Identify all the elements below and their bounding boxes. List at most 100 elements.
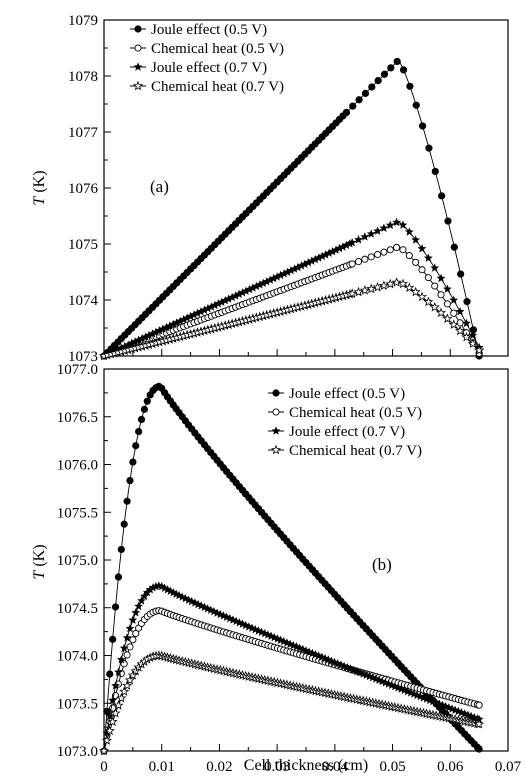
x-tick-label: 0.05 xyxy=(379,759,405,775)
data-point-open-star xyxy=(410,286,421,297)
y-axis-var-b: T xyxy=(31,570,48,580)
chart-panel-a: 1073 1074 1075 1076 1077 1078 1079 Joule effec… xyxy=(31,13,509,365)
data-point-filled-circle xyxy=(111,603,120,611)
data-point-filled-star xyxy=(398,220,408,229)
data-point-filled-star xyxy=(136,596,147,605)
data-point-open-star xyxy=(461,331,472,342)
legend-marker xyxy=(133,62,143,71)
data-point-open-circle xyxy=(386,246,394,254)
data-point-open-star xyxy=(366,283,377,294)
data-point-filled-star xyxy=(411,235,421,244)
data-point-open-star xyxy=(423,296,434,307)
x-tick-label: 0.06 xyxy=(437,759,464,775)
data-point-filled-circle xyxy=(123,497,131,505)
data-point-filled-star xyxy=(122,633,132,642)
legend-label: Chemical heat (0.5 V) xyxy=(151,41,284,57)
data-point-filled-circle xyxy=(361,89,370,97)
data-point-open-circle xyxy=(437,291,445,299)
x-axis-label: Cell thickness (cm) xyxy=(244,757,368,774)
data-point-open-star xyxy=(442,313,453,323)
legend-marker xyxy=(272,408,280,416)
data-point-open-star xyxy=(372,281,383,292)
data-point-open-circle xyxy=(405,252,413,260)
data-point-filled-star xyxy=(131,608,141,617)
data-point-open-star xyxy=(353,286,364,297)
y-tick-label: 1078 xyxy=(68,69,98,85)
data-point-filled-circle xyxy=(349,102,357,110)
y-axis-unit-b: (K) xyxy=(31,544,48,570)
data-point-filled-circle xyxy=(368,83,376,91)
data-point-filled-circle xyxy=(399,66,408,74)
legend-label: Joule effect (0.5 V) xyxy=(289,386,405,402)
x-tick-label: 0.02 xyxy=(206,759,232,775)
data-point-filled-circle xyxy=(103,707,111,715)
data-point-filled-star xyxy=(360,232,370,241)
data-point-open-circle xyxy=(475,701,483,709)
data-point-filled-star xyxy=(468,330,478,340)
data-point-filled-circle xyxy=(425,144,433,152)
data-point-filled-star xyxy=(461,318,471,328)
legend-b: Joule effect (0.5 V) Chemical heat (0.5 V… xyxy=(268,386,422,459)
data-point-filled-circle xyxy=(114,573,123,581)
data-point-filled-star xyxy=(385,220,395,230)
data-point-filled-circle xyxy=(387,64,395,72)
data-point-filled-circle xyxy=(137,415,146,424)
data-point-filled-star xyxy=(105,711,115,721)
y-tick-label: 1076.0 xyxy=(57,458,98,474)
data-point-filled-star xyxy=(119,643,129,653)
data-point-filled-circle xyxy=(342,108,351,117)
legend-marker xyxy=(271,426,281,435)
data-point-filled-circle xyxy=(106,670,114,678)
data-point-filled-star xyxy=(455,306,465,316)
legend-item: Joule effect (0.5 V) xyxy=(130,22,267,38)
data-point-open-star xyxy=(101,735,112,745)
data-point-open-circle xyxy=(456,319,464,327)
data-point-filled-star xyxy=(430,263,440,272)
data-point-open-star xyxy=(429,301,440,312)
series-open-star xyxy=(98,277,485,361)
data-point-open-circle xyxy=(412,258,420,266)
series-filled-star xyxy=(99,581,484,755)
data-point-open-circle xyxy=(380,248,388,256)
data-point-filled-circle xyxy=(393,57,401,66)
data-point-filled-circle xyxy=(117,545,125,554)
legend-item: Chemical heat (0.7 V) xyxy=(268,443,422,459)
data-point-open-star xyxy=(474,345,485,355)
data-point-filled-star xyxy=(436,273,446,283)
data-point-filled-circle xyxy=(463,298,471,306)
data-point-open-circle xyxy=(424,274,432,282)
data-point-open-star xyxy=(448,319,459,330)
data-point-open-circle xyxy=(450,309,458,317)
data-point-filled-circle xyxy=(431,167,439,176)
y-axis-label-a: T (K) xyxy=(31,170,48,205)
legend-item: Joule effect (0.7 V) xyxy=(268,424,405,440)
data-point-open-star xyxy=(119,686,130,696)
data-point-open-star xyxy=(98,745,110,756)
legend-label: Chemical heat (0.7 V) xyxy=(289,443,422,459)
data-point-open-star xyxy=(347,288,358,298)
data-point-open-circle xyxy=(367,253,375,261)
series-group-b xyxy=(98,382,485,756)
data-point-filled-circle xyxy=(126,476,134,485)
y-tick-label: 1074.5 xyxy=(57,601,98,617)
y-tick-label: 1079 xyxy=(68,13,98,29)
y-tick-label: 1075 xyxy=(68,237,98,253)
data-point-filled-circle xyxy=(120,520,128,528)
data-point-open-circle xyxy=(443,300,451,308)
legend-marker xyxy=(134,25,142,33)
series-group-a xyxy=(98,57,485,361)
y-axis-label-b: T (K) xyxy=(31,544,48,579)
series-filled-star xyxy=(99,217,484,360)
series-open-star xyxy=(98,650,485,756)
data-point-open-star xyxy=(113,700,124,710)
data-point-filled-circle xyxy=(135,427,143,436)
data-point-filled-star xyxy=(373,226,383,235)
data-point-open-circle xyxy=(123,651,131,659)
y-tick-label: 1075.0 xyxy=(57,553,98,569)
data-point-open-star xyxy=(397,278,409,289)
data-point-filled-star xyxy=(116,654,126,664)
data-point-filled-star xyxy=(111,681,121,690)
y-tick-label: 1073 xyxy=(68,349,98,365)
data-point-open-star xyxy=(391,277,402,287)
data-point-filled-star xyxy=(128,615,138,625)
